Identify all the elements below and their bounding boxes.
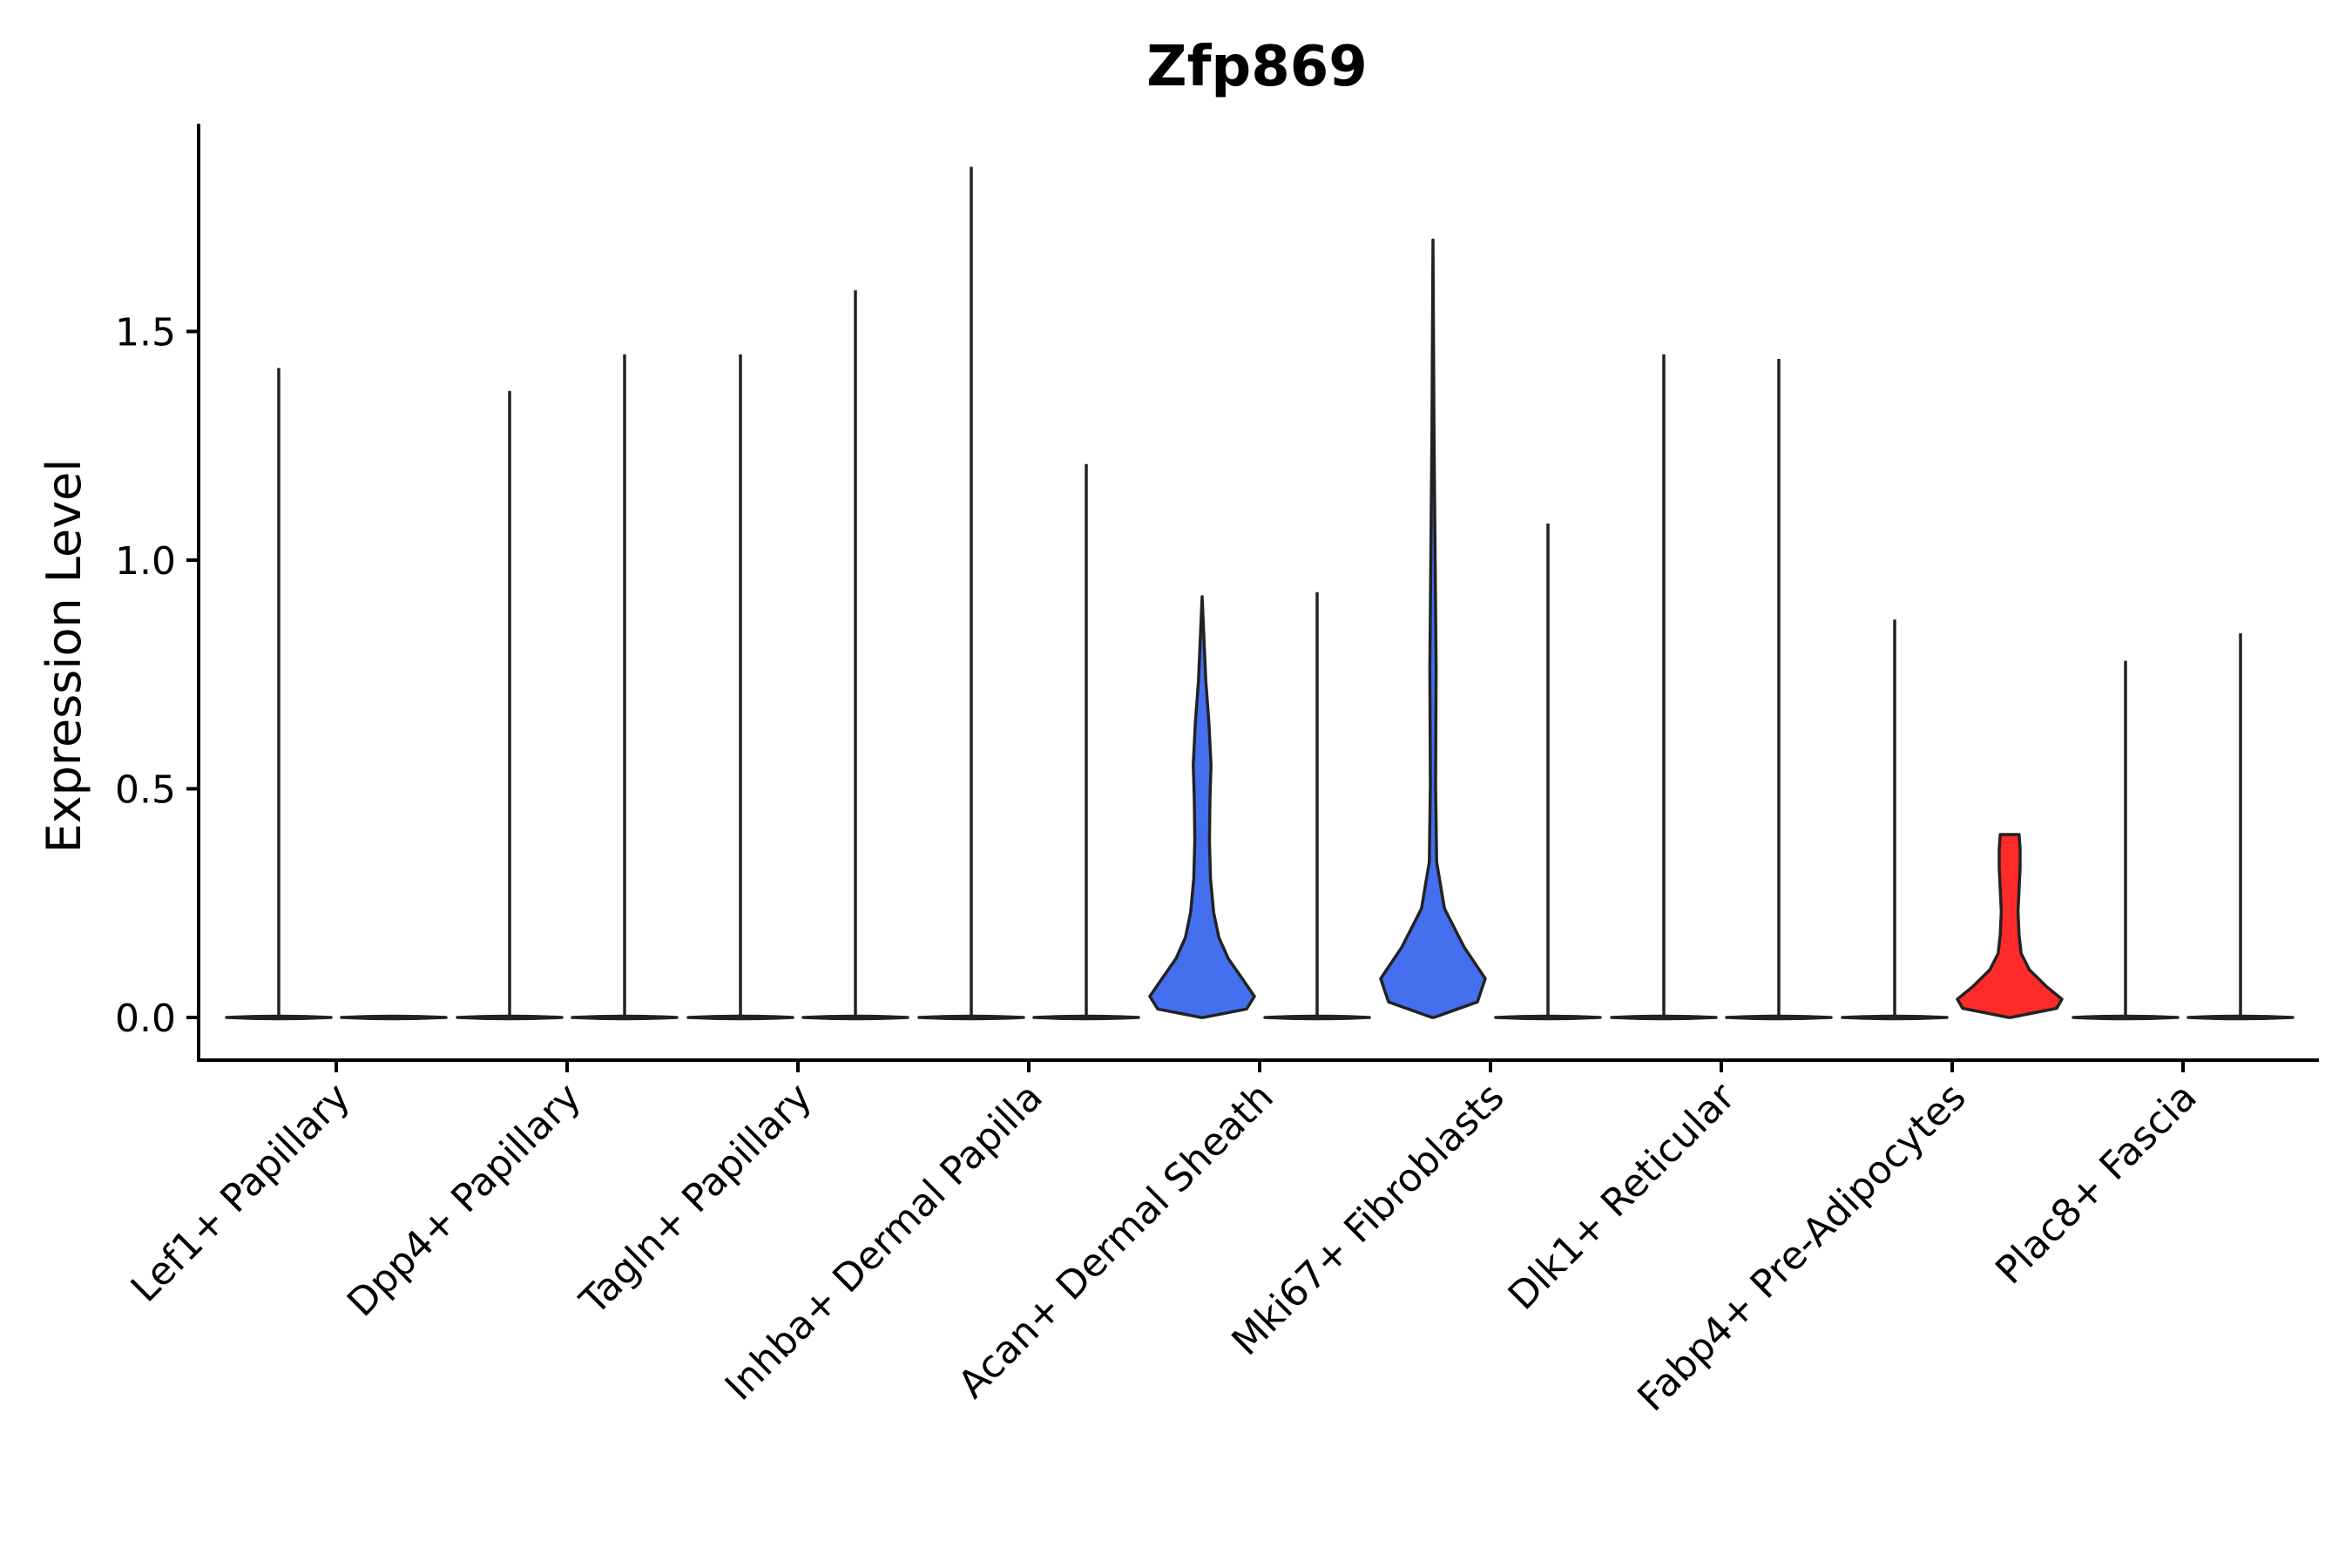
violin-2 bbox=[1956, 833, 2064, 1019]
y-ticks: 0.0 0.5 1.0 1.5 bbox=[115, 311, 199, 1041]
y-tick-label: 0.5 bbox=[115, 768, 176, 813]
x-tick-label: Lef1+ Papillary bbox=[123, 1075, 359, 1311]
chart-title: Zfp869 bbox=[1146, 35, 1368, 99]
violin-1 bbox=[1379, 238, 1487, 1019]
violin-layer bbox=[225, 166, 2295, 1021]
x-tick-label: Dlk1+ Reticular bbox=[1500, 1074, 1745, 1319]
x-tick-label: Tagln+ Papillary bbox=[571, 1075, 821, 1324]
y-axis-label: Expression Level bbox=[37, 459, 91, 854]
y-tick-label: 1.0 bbox=[115, 539, 176, 584]
y-tick-label: 0.0 bbox=[115, 997, 176, 1041]
violin-base-2 bbox=[340, 1014, 448, 1021]
x-tick-label: Plac8+ Fascia bbox=[1987, 1075, 2206, 1294]
violin-1 bbox=[1148, 595, 1256, 1019]
y-tick-label: 1.5 bbox=[115, 311, 176, 355]
x-tick-label: Dpp4+ Papillary bbox=[339, 1075, 590, 1326]
